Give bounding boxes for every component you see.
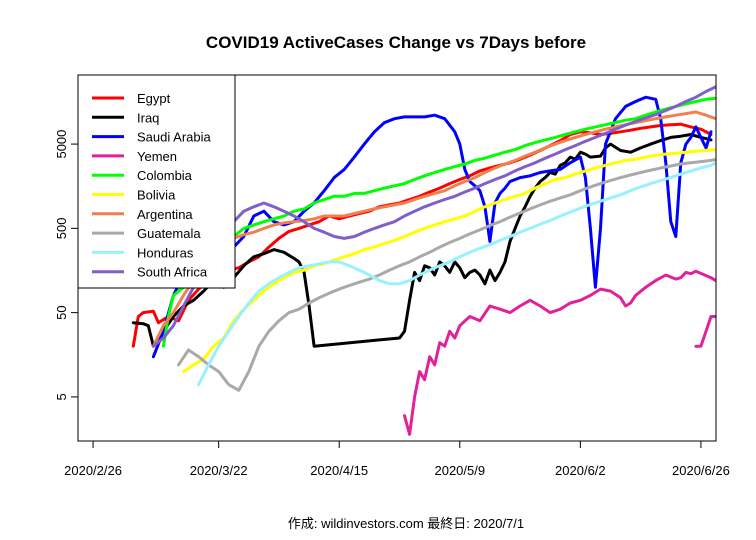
- y-tick-label: 50: [54, 305, 69, 319]
- legend-label: Saudi Arabia: [137, 130, 211, 145]
- legend-label: Honduras: [137, 245, 194, 260]
- legend: Egypt Iraq Saudi Arabia Yemen Colombia Bolivi…: [77, 74, 236, 289]
- y-axis: 5 50 500 5000: [54, 130, 79, 401]
- x-tick-label: 2020/4/15: [310, 463, 368, 478]
- legend-label: Colombia: [137, 168, 193, 183]
- x-tick-label: 2020/6/2: [555, 463, 606, 478]
- legend-label: Egypt: [137, 91, 171, 106]
- x-tick-label: 2020/2/26: [64, 463, 122, 478]
- series-line-south-africa: [151, 85, 716, 348]
- series-line-guatemala: [177, 157, 716, 392]
- series-line-honduras: [197, 161, 716, 387]
- y-tick-label: 500: [54, 218, 69, 240]
- legend-label: Argentina: [137, 207, 193, 222]
- series-line-argentina: [151, 110, 716, 348]
- x-axis: 2020/2/26 2020/3/22 2020/4/15 2020/5/9 2020/…: [64, 440, 730, 478]
- legend-label: Guatemala: [137, 226, 201, 241]
- series-line-yemen: [403, 269, 716, 436]
- series-line-bolivia: [182, 148, 716, 374]
- series-line-colombia: [161, 96, 716, 348]
- legend-label: Yemen: [137, 149, 177, 164]
- x-tick-label: 2020/6/26: [672, 463, 730, 478]
- footer-credit: 作成: wildinvestors.com 最終日: 2020/7/1: [288, 516, 524, 531]
- legend-label: Iraq: [137, 110, 159, 125]
- y-tick-label: 5000: [54, 130, 69, 159]
- series-layer: [131, 85, 716, 436]
- y-tick-label: 5: [54, 393, 69, 400]
- x-tick-label: 2020/5/9: [434, 463, 485, 478]
- x-tick-label: 2020/3/22: [190, 463, 248, 478]
- legend-label: Bolivia: [137, 188, 176, 203]
- legend-label: South Africa: [137, 265, 208, 280]
- chart-title: COVID19 ActiveCases Change vs 7Days befo…: [206, 33, 586, 52]
